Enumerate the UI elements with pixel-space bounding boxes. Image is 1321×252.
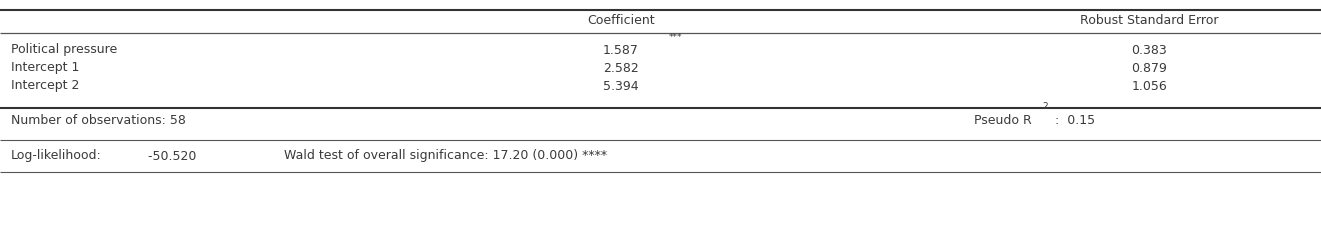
Text: :  0.15: : 0.15 [1055, 113, 1095, 127]
Text: Number of observations: 58: Number of observations: 58 [11, 113, 185, 127]
Text: Log-likelihood:: Log-likelihood: [11, 149, 102, 163]
Text: Intercept 2: Intercept 2 [11, 79, 79, 92]
Text: 0.879: 0.879 [1131, 61, 1168, 75]
Text: ***: *** [668, 34, 682, 42]
Text: 2: 2 [1042, 102, 1048, 111]
Text: 2.582: 2.582 [602, 61, 639, 75]
Text: -50.520: -50.520 [132, 149, 197, 163]
Text: Coefficient: Coefficient [587, 15, 655, 27]
Text: Pseudo R: Pseudo R [974, 113, 1032, 127]
Text: 1.587: 1.587 [602, 44, 639, 56]
Text: Robust Standard Error: Robust Standard Error [1081, 15, 1218, 27]
Text: 1.056: 1.056 [1131, 79, 1168, 92]
Text: 5.394: 5.394 [604, 79, 638, 92]
Text: Intercept 1: Intercept 1 [11, 61, 79, 75]
Text: Political pressure: Political pressure [11, 44, 116, 56]
Text: Wald test of overall significance: 17.20 (0.000) ****: Wald test of overall significance: 17.20… [284, 149, 608, 163]
Text: 0.383: 0.383 [1131, 44, 1168, 56]
